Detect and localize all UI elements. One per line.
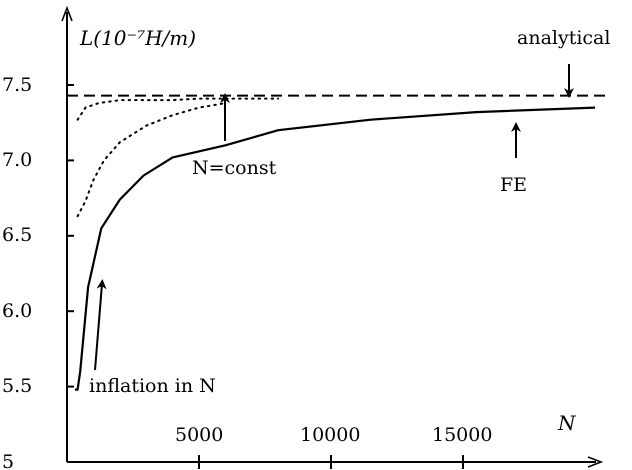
x-tick-label: 15000 [432,424,492,446]
y-tick-label: 5.5 [2,375,32,397]
series-layer [67,94,609,391]
x-tick-label: 5000 [175,424,223,446]
y-tick-label: 7.0 [2,149,32,171]
y-tick-label: 7.5 [2,74,32,96]
x-tick-label: 10000 [300,424,360,446]
arrow-inflation [94,279,107,371]
series-dotted-3 [76,97,280,121]
series-fe [74,106,596,391]
y-tick-label: 6.5 [2,224,32,246]
annotation-n-const: N=const [192,157,277,179]
y-tick-label: 6.0 [2,300,32,322]
tick-marks [67,84,464,469]
annotation-analytical: analytical [517,27,610,49]
annotation-inflation: inflation in N [89,375,216,397]
y-tick-label: 5 [2,451,14,470]
series-dotted-2 [76,102,227,218]
annotation-fe: FE [500,174,527,196]
y-axis-title: L(10⁻⁷H/m) [79,26,196,50]
y-axis-arrow-icon [61,5,73,22]
x-axis-title: N [557,411,577,435]
x-axis-arrow-icon [587,456,604,468]
